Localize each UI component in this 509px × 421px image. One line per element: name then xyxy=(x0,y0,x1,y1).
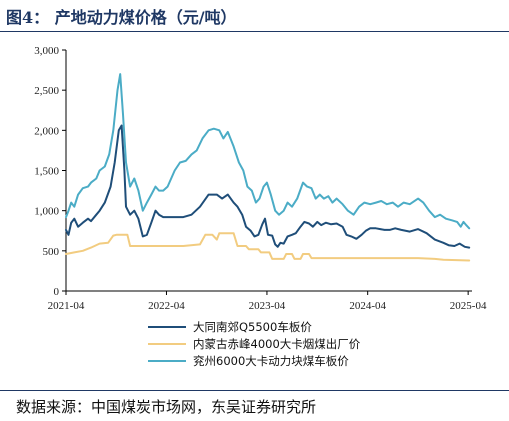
x-tick-label: 2025-04 xyxy=(450,300,487,312)
x-tick-label: 2022-04 xyxy=(148,300,185,312)
series-line-1 xyxy=(65,232,471,262)
y-tick-label: 3,000 xyxy=(34,45,59,57)
series-layer xyxy=(65,73,471,262)
legend-label-1: 内蒙古赤峰4000大卡烟煤出厂价 xyxy=(193,337,361,351)
y-tick-label: 1,500 xyxy=(34,166,59,178)
chart-axes: 0 500 1,000 1,500 2,000 2,500 3,000 2021-04 2022… xyxy=(34,45,487,312)
x-tick-label: 2021-04 xyxy=(48,300,85,312)
y-tick-label: 2,500 xyxy=(34,85,59,97)
chart-legend: 大同南郊Q5500车板价内蒙古赤峰4000大卡烟煤出厂价兖州6000大卡动力块煤… xyxy=(148,320,361,368)
data-source-note: 数据来源：中国煤炭市场网，东吴证券研究所 xyxy=(16,398,317,416)
y-tick-label: 2,000 xyxy=(34,125,59,137)
series-line-2 xyxy=(65,73,471,230)
x-tick-label: 2024-04 xyxy=(349,300,386,312)
source-divider xyxy=(0,390,509,391)
y-tick-label: 500 xyxy=(43,246,60,258)
figure-title: 图4： 产地动力煤价格（元/吨） xyxy=(6,8,237,27)
title-divider xyxy=(0,31,509,32)
y-tick-label: 1,000 xyxy=(34,206,59,218)
legend-label-0: 大同南郊Q5500车板价 xyxy=(193,320,312,334)
series-line-0 xyxy=(65,124,471,249)
figure-title-bar: 图4： 产地动力煤价格（元/吨） xyxy=(0,0,509,30)
legend-label-2: 兖州6000大卡动力块煤车板价 xyxy=(193,354,349,368)
x-tick-label: 2023-04 xyxy=(249,300,286,312)
y-tick-label: 0 xyxy=(54,286,60,298)
